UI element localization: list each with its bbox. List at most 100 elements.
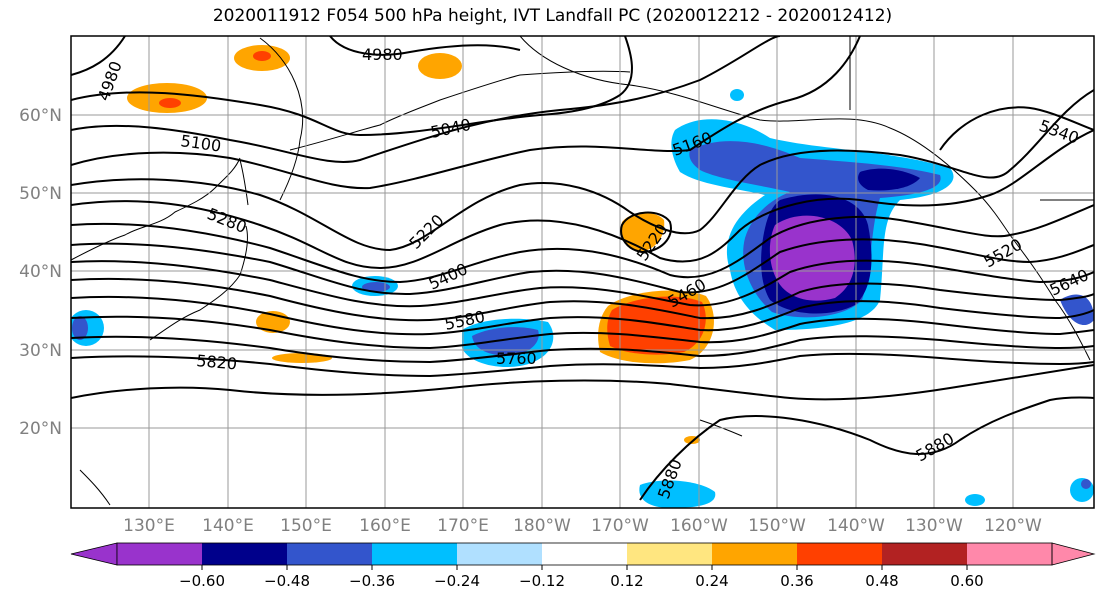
contour-label: 5820 [196,351,238,373]
contour-5160 [71,36,861,190]
colorbar-segment [967,543,1052,565]
ivt-pos-blob-3 [418,53,462,79]
colorbar-tick-label: −0.48 [264,572,310,590]
colorbar-tick-label: 0.48 [865,572,898,590]
ivt-pos-blob-1-core [253,51,271,61]
map-title: 2020011912 F054 500 hPa height, IVT Land… [212,6,893,26]
contour-5880 [71,364,1094,401]
contour-label: 5100 [179,131,222,155]
colorbar-tick-label: 0.60 [950,572,983,590]
ivt-neg-blob-3 [730,89,744,101]
ivt-neg-blob-6-core [1081,479,1091,489]
contour-5520 [71,259,1094,308]
coastline-asia [71,157,241,261]
colorbar-tick-label: −0.12 [519,572,565,590]
contour-5100 [71,36,781,163]
colorbar-tick-label: −0.60 [179,572,225,590]
lon-label: 140°E [202,516,254,536]
colorbar-segment [457,543,542,565]
ivt-neg-blob-4 [639,480,716,508]
colorbar-segment [627,543,712,565]
contour-label: 5340 [1037,116,1082,148]
lat-label: 60°N [19,106,62,126]
colorbar-tick-label: −0.36 [349,572,395,590]
lat-labels: 60°N 50°N 40°N 30°N 20°N [19,106,62,439]
ivt-neg-048-b [858,168,920,191]
lon-label: 160°W [670,516,728,536]
colorbar-tick-label: 0.36 [780,572,813,590]
ivt-neg-blob-1-core [362,282,390,292]
colorbar-segment [542,543,627,565]
ivt-neg-blob-7 [1060,294,1094,326]
colorbar-ticks [201,565,968,570]
colorbar-right-arrow [1051,542,1096,566]
colorbar-segment [372,543,457,565]
ivt-neg-blob-5 [965,494,985,506]
contour-label: 5760 [496,349,537,368]
contour-label: 5280 [205,204,250,237]
lon-label: 170°E [437,516,489,536]
contour-5280 [71,129,1094,270]
colorbar-segment [202,543,287,565]
colorbar-segment [117,543,202,565]
lon-label: 150°E [280,516,332,536]
ivt-pos-blob-2 [127,83,207,113]
contour-5220 [71,89,1094,252]
contour-5400 [71,204,1094,284]
ivt-neg-blob-2-core [72,316,88,340]
contour-5580 [71,277,1094,322]
colorbar-segment [882,543,967,565]
ivt-pos-blob-5 [272,353,332,363]
contour-5640 [71,295,1094,336]
colorbar-segment [797,543,882,565]
contour-label: 4980 [362,45,403,64]
contour-5760 [71,335,1094,364]
lat-label: 30°N [19,341,62,361]
lon-label: 160°E [359,516,411,536]
lon-label: 120°W [984,516,1042,536]
contour-label: 5880 [913,429,958,466]
lon-label: 130°E [123,516,175,536]
colorbar-segment [712,543,797,565]
ivt-neg-060 [769,215,855,301]
coastline-philippines [79,469,111,506]
lat-label: 40°N [19,262,62,282]
contour-label: 5220 [405,211,447,253]
contour-5460 [71,238,1094,296]
ivt-neg-central-inner [472,327,539,356]
contour-5040 [71,36,633,137]
colorbar-tick-label: −0.24 [434,572,480,590]
contour-5700 [71,315,1094,350]
coastline-aleutians [289,70,631,151]
colorbar-tick-label: 0.24 [695,572,728,590]
height-contours [71,36,1094,501]
lon-label: 140°W [827,516,885,536]
colorbar-segment [287,543,372,565]
lon-label: 130°W [905,516,963,536]
ivt-pos-blob-2-core [159,98,181,108]
contour-label: 5520 [981,235,1026,272]
coastline-usborder [849,36,1094,201]
coastline-kamchatka [259,37,304,201]
contour-5340 [939,106,1094,151]
colorbar: −0.60 −0.48 −0.36 −0.24 −0.12 0.12 0.24 … [70,542,1096,590]
lon-label: 150°W [748,516,806,536]
contour-5220-closed [620,211,672,254]
lon-label: 180°W [513,516,571,536]
ivt-shading [71,45,1094,508]
contour-label: 4980 [94,59,126,104]
contour-4980-west [71,36,126,76]
colorbar-frame [116,542,1053,566]
coastline-sakhalin [239,159,249,206]
coastline-alaska [519,36,1011,236]
coastline-japan [149,225,248,341]
contour-5880-south [639,396,1094,501]
ivt-pos-small [620,212,665,252]
lon-labels: 130°E 140°E 150°E 160°E 170°E 180°W 170°… [123,516,1042,536]
lon-label: 170°W [591,516,649,536]
contour-5820 [71,352,1094,378]
contour-4980-north [329,36,521,56]
colorbar-tick-label: 0.12 [610,572,643,590]
contour-label: 5640 [1047,265,1092,299]
